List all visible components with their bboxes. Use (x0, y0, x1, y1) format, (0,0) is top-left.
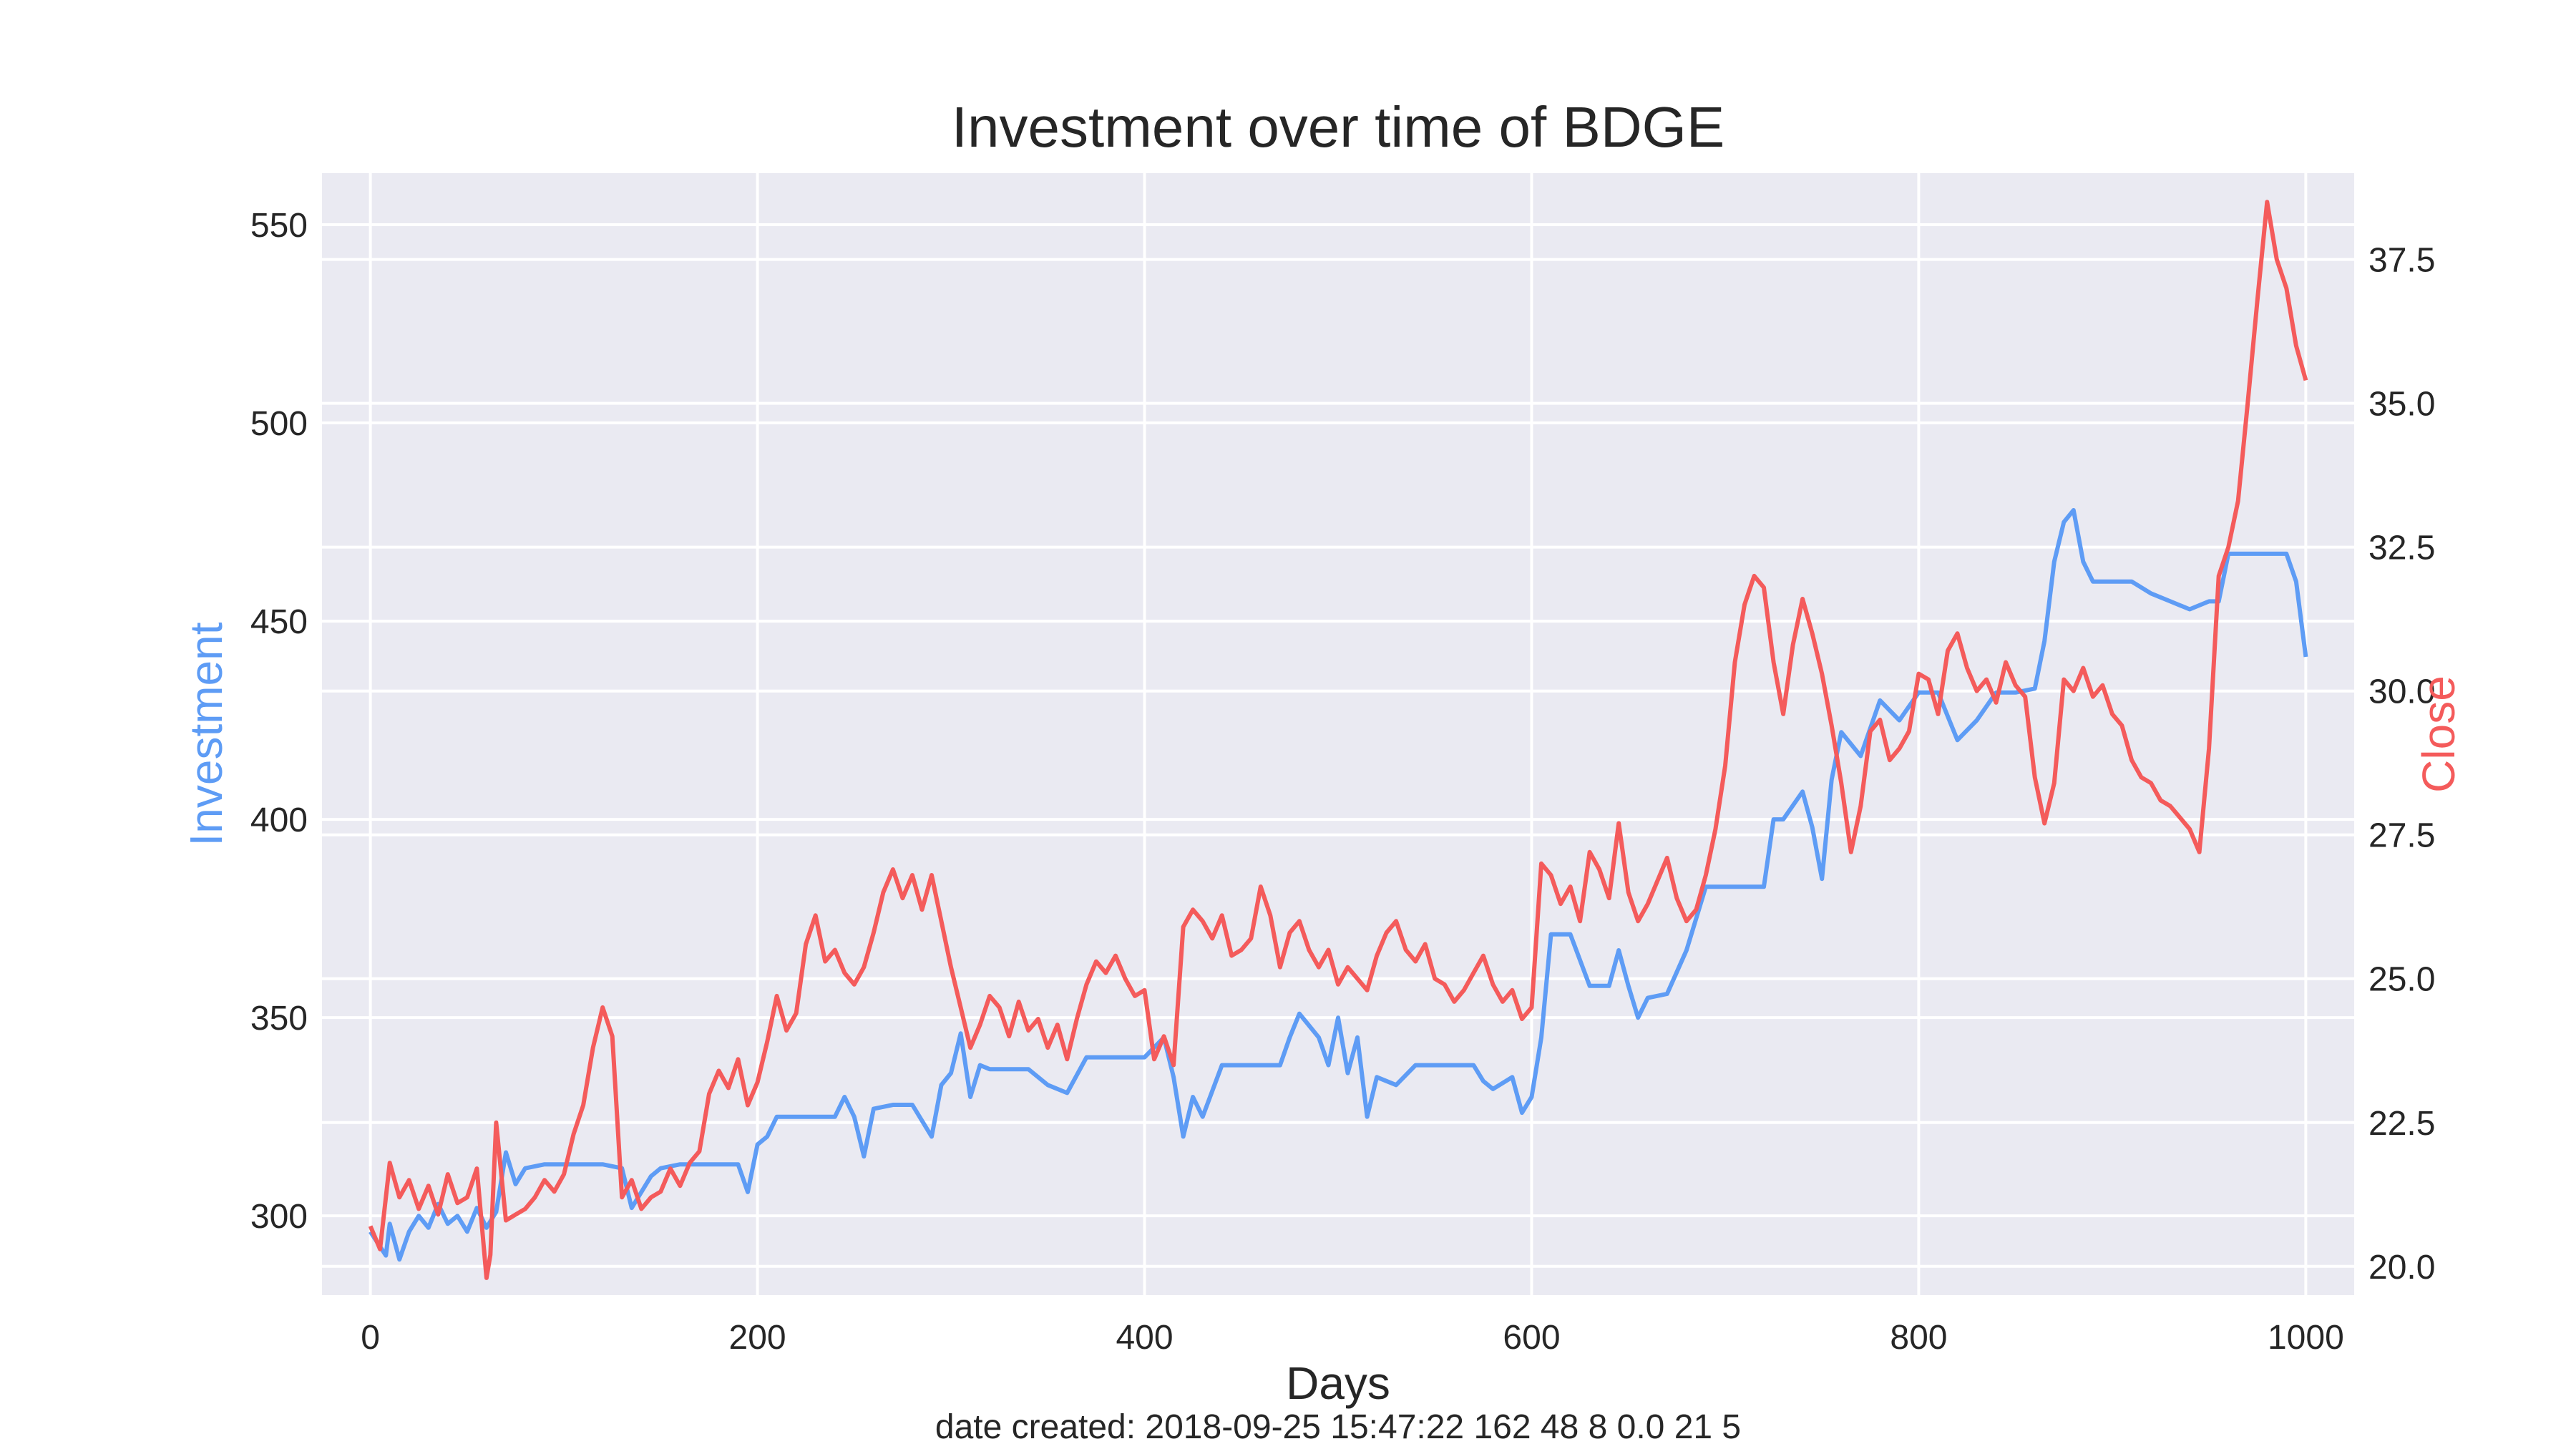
y-left-tick-label: 300 (250, 1198, 308, 1236)
y-right-tick-label: 37.5 (2368, 242, 2435, 280)
plot-area (322, 173, 2354, 1295)
series-line-close (368, 200, 2308, 1280)
y-right-tick-label: 30.0 (2368, 673, 2435, 711)
chart-title: Investment over time of BDGE (952, 95, 1724, 159)
x-tick-label: 600 (1503, 1319, 1560, 1357)
y-left-tick-label: 550 (250, 207, 308, 245)
y-left-tick-label: 400 (250, 801, 308, 839)
y-right-tick-label: 20.0 (2368, 1249, 2435, 1287)
y-right-tick-label: 25.0 (2368, 961, 2435, 999)
y-left-tick-label: 350 (250, 1000, 308, 1038)
x-tick-label: 1000 (2268, 1319, 2344, 1357)
x-tick-label: 200 (729, 1319, 786, 1357)
x-tick-label: 400 (1116, 1319, 1173, 1357)
series-lines (368, 200, 2308, 1280)
x-axis-label: Days (1286, 1357, 1390, 1409)
y-left-tick-label: 450 (250, 603, 308, 641)
axis-tick-labels: 0 200 400 600 800 1000 300 350 400 450 500 550 20.0 2… (250, 207, 2436, 1357)
y-right-tick-label: 22.5 (2368, 1105, 2435, 1143)
date-created-caption: date created: 2018-09-25 15:47:22 162 48… (935, 1408, 1741, 1446)
y-right-tick-label: 27.5 (2368, 817, 2435, 855)
y-axis-label-left: Investment (180, 622, 232, 846)
y-right-tick-label: 32.5 (2368, 530, 2435, 567)
y-axis-label-right: Close (2413, 675, 2464, 793)
x-tick-label: 800 (1890, 1319, 1947, 1357)
y-right-tick-label: 35.0 (2368, 386, 2435, 424)
grid-lines (322, 173, 2354, 1295)
x-tick-label: 0 (361, 1319, 380, 1357)
y-left-tick-label: 500 (250, 405, 308, 443)
